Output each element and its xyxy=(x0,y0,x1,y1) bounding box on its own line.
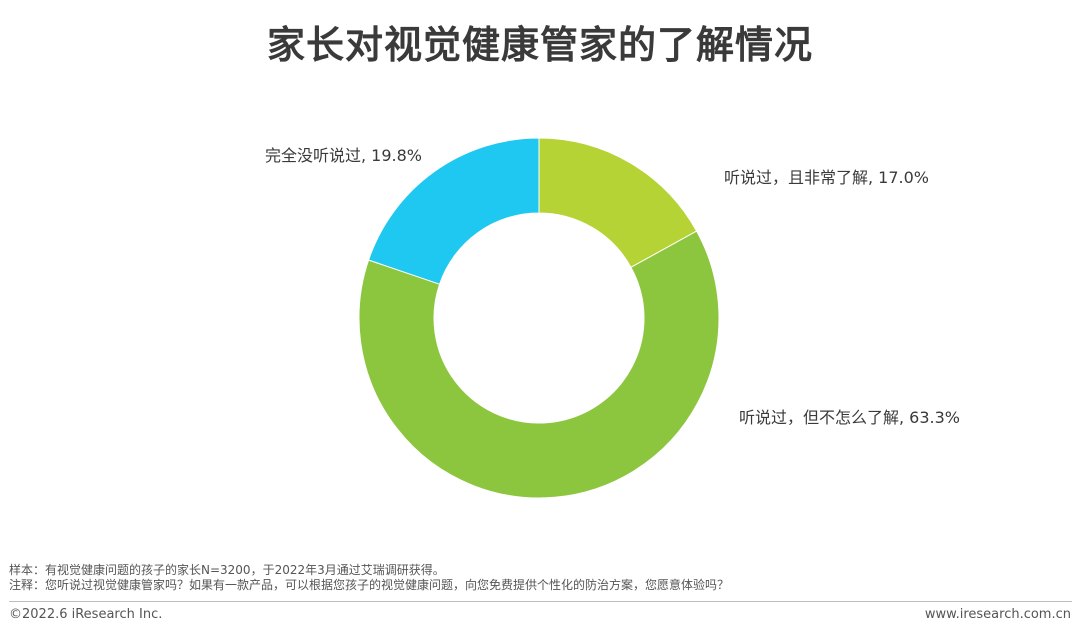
slice-label-2: 听说过，但不怎么了解, 63.3% xyxy=(739,408,960,427)
website-link[interactable]: www.iresearch.com.cn xyxy=(924,607,1071,622)
slice-label-3: 完全没听说过, 19.8% xyxy=(265,146,422,165)
copyright-text: ©2022.6 iResearch Inc. xyxy=(9,607,163,622)
chart-title: 家长对视觉健康管家的了解情况 xyxy=(266,23,813,67)
sample-note: 样本：有视觉健康问题的孩子的家长N=3200，于2022年3月通过艾瑞调研获得。 xyxy=(9,563,445,577)
remark-note: 注释：您听说过视觉健康管家吗？如果有一款产品，可以根据您孩子的视觉健康问题，向您… xyxy=(9,578,730,592)
slice-label-1: 听说过，且非常了解, 17.0% xyxy=(724,168,929,187)
donut-chart: 听说过，且非常了解, 17.0% 听说过，但不怎么了解, 63.3% 完全没听说过,… xyxy=(265,137,960,499)
footer-divider xyxy=(9,601,1072,602)
donut-slice-2 xyxy=(358,230,720,499)
donut-slice-3 xyxy=(367,137,540,285)
footnotes: 样本：有视觉健康问题的孩子的家长N=3200，于2022年3月通过艾瑞调研获得。… xyxy=(9,563,729,593)
